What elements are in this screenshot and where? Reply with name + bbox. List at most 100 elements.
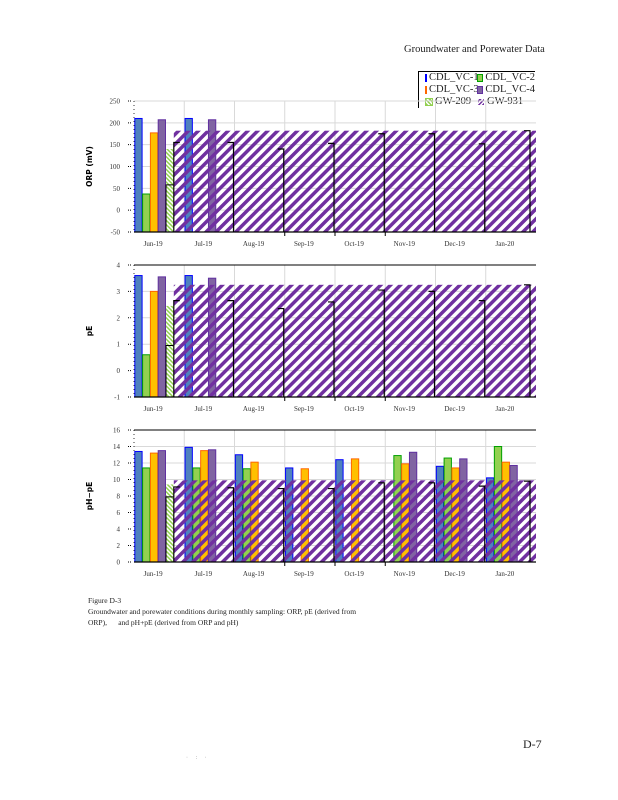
- x-tick-label: Jul-19: [195, 405, 213, 413]
- gw-931-outline: [378, 133, 385, 232]
- y-tick-label: 10: [113, 476, 121, 484]
- legend-swatch: [477, 86, 484, 94]
- y-tick-label: 200: [110, 119, 121, 127]
- x-tick-label: Sep-19: [294, 570, 314, 578]
- y-axis-label: pE: [85, 326, 94, 337]
- legend-swatch: [425, 86, 427, 94]
- gw-931-outline: [328, 142, 335, 232]
- y-tick-label: 12: [113, 460, 121, 468]
- y-tick-label: 6: [117, 509, 121, 517]
- header-title: Groundwater and Porewater Data: [404, 44, 545, 55]
- page-number: D-7: [523, 737, 542, 751]
- x-tick-label: Nov-19: [394, 570, 416, 578]
- x-tick-label: Dec-19: [444, 570, 465, 578]
- x-tick-label: Jun-19: [144, 240, 164, 248]
- x-tick-label: Aug-19: [243, 570, 265, 578]
- x-tick-label: Jan-20: [496, 240, 515, 248]
- y-tick-label: 3: [117, 288, 121, 296]
- y-tick-label: 100: [110, 163, 121, 171]
- bar-gw-931-area: [173, 480, 537, 562]
- y-tick-label: 8: [117, 493, 121, 501]
- gw-931-outline: [378, 289, 385, 397]
- y-tick-label: 2: [117, 542, 121, 550]
- gw-931-outline: [478, 143, 486, 232]
- x-tick-label: Oct-19: [344, 240, 364, 248]
- x-tick-label: Jul-19: [195, 570, 213, 578]
- y-tick-label: 4: [117, 262, 121, 270]
- x-tick-label: Jun-19: [144, 405, 164, 413]
- y-tick-label: 0: [117, 559, 121, 567]
- bar-cdl-vc-1: [134, 450, 143, 563]
- legend-item-cdl-vc-1: CDL_VC-1: [419, 72, 479, 84]
- x-tick-label: Jan-20: [496, 570, 515, 578]
- x-tick-label: Nov-19: [394, 405, 416, 413]
- gw-209-marker-line: [165, 184, 174, 232]
- gw-931-outline: [173, 141, 180, 232]
- gw-931-outline: [328, 301, 335, 397]
- gw-209-marker-line: [165, 345, 174, 397]
- bar-cdl-vc-3: [149, 452, 159, 563]
- legend-row: CDL_VC-1 CDL_VC-2: [419, 72, 535, 84]
- y-tick-label: 1: [117, 341, 121, 349]
- gw-931-outline: [173, 486, 180, 562]
- x-tick-label: Sep-19: [294, 405, 314, 413]
- y-tick-label: 2: [117, 314, 121, 322]
- x-tick-label: Oct-19: [344, 405, 364, 413]
- x-tick-label: Dec-19: [444, 405, 465, 413]
- gw-931-outline: [173, 300, 180, 397]
- gw-931-outline: [524, 480, 531, 562]
- orp-chart: -50 0 50 100 150 200 250 ORP (mV) Jun-19 Jul-19 Au…: [85, 98, 537, 248]
- legend-swatch: [425, 74, 427, 82]
- x-tick-label: Nov-19: [394, 240, 416, 248]
- gw-209-marker-line: [165, 496, 174, 562]
- footer-marks: · : ·: [186, 755, 210, 761]
- gw-931-outline: [328, 487, 335, 562]
- legend-swatch-hatched: [477, 98, 485, 106]
- caption-line-2: ORP), and pH+pE (derived from ORP and pH…: [88, 618, 239, 627]
- legend-label: CDL_VC-4: [485, 84, 535, 95]
- y-tick-label: 0: [117, 207, 121, 215]
- x-tick-label: Sep-19: [294, 240, 314, 248]
- bar-gw-209: [166, 149, 174, 232]
- y-tick-label: 50: [113, 185, 121, 193]
- pe-chart: -1 0 1 2 3 4 pE Jun-19 Jul-19 Aug-19 Sep-19 Oct-19 N…: [85, 262, 537, 413]
- legend-label: CDL_VC-2: [485, 72, 535, 83]
- y-tick-label: -50: [111, 229, 121, 237]
- figure-number: Figure D-3: [88, 596, 122, 605]
- gw-931-outline: [277, 307, 285, 397]
- y-tick-label: 14: [113, 443, 121, 451]
- bar-cdl-vc-4: [157, 450, 166, 563]
- gw-931-outline: [478, 300, 486, 397]
- x-tick-label: Aug-19: [243, 405, 265, 413]
- legend-item-cdl-vc-2: CDL_VC-2: [477, 72, 535, 84]
- bar-gw-931-area: [173, 284, 537, 397]
- gw-931-outline: [524, 284, 531, 397]
- legend-item-cdl-vc-4: CDL_VC-4: [477, 84, 535, 96]
- gw-931-outline: [227, 300, 235, 397]
- legend-swatch: [477, 74, 484, 82]
- gw-931-outline: [524, 130, 531, 232]
- y-axis-label: ORP (mV): [85, 146, 94, 187]
- bar-gw-209: [166, 484, 174, 562]
- legend-swatch-hatched: [425, 98, 433, 106]
- x-tick-label: Jul-19: [195, 240, 213, 248]
- gw-931-outline: [227, 141, 235, 232]
- gw-931-outline: [428, 482, 436, 562]
- legend-label: CDL_VC-1: [429, 72, 479, 83]
- y-tick-label: 4: [117, 526, 121, 534]
- gw-931-outline: [428, 133, 436, 232]
- gw-931-outline: [378, 482, 385, 562]
- gw-931-outline: [277, 487, 285, 562]
- bar-gw-209: [166, 305, 174, 397]
- bar-gw-931-area: [173, 130, 537, 232]
- ph-pe-chart: 0 2 4 6 8 10 12 14 16 pH−pE Jun-19 Jul-19 Aug-19 Sep-…: [85, 427, 537, 578]
- y-tick-label: 250: [110, 98, 121, 106]
- x-tick-label: Jun-19: [144, 570, 164, 578]
- y-tick-label: 16: [113, 427, 121, 435]
- legend-item-cdl-vc-3: CDL_VC-3: [419, 84, 479, 96]
- x-tick-label: Oct-19: [344, 570, 364, 578]
- caption-line-1: Groundwater and porewater conditions dur…: [88, 607, 357, 616]
- legend-label: CDL_VC-3: [429, 84, 479, 95]
- y-tick-label: -1: [114, 394, 120, 402]
- x-tick-label: Dec-19: [444, 240, 465, 248]
